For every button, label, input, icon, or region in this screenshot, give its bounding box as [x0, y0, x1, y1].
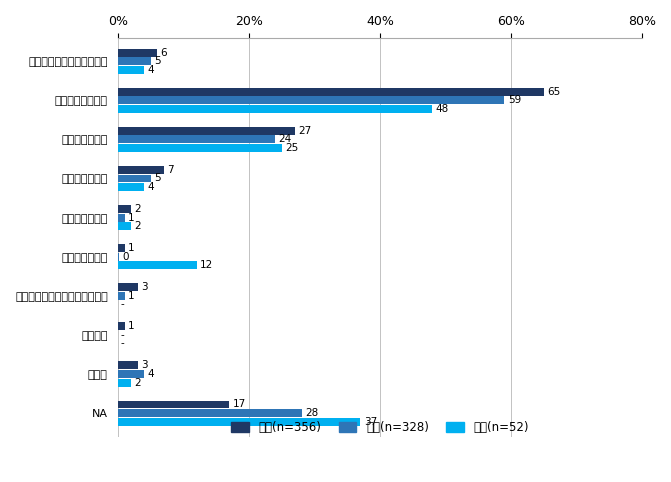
Text: 37: 37 [364, 417, 377, 427]
Bar [118, 222, 132, 230]
Bar [118, 183, 144, 191]
Bar [118, 166, 164, 174]
Bar [118, 401, 229, 408]
Bar [118, 144, 282, 152]
Text: 25: 25 [285, 143, 299, 153]
Text: 1: 1 [128, 291, 135, 301]
Text: 4: 4 [148, 369, 154, 379]
Bar [118, 174, 151, 183]
Text: 24: 24 [278, 134, 292, 145]
Bar [118, 409, 301, 417]
Text: 65: 65 [547, 87, 560, 97]
Text: 5: 5 [154, 174, 161, 184]
Text: 17: 17 [233, 400, 246, 410]
Bar [118, 283, 138, 291]
Text: 12: 12 [200, 260, 213, 270]
Text: 59: 59 [508, 95, 521, 105]
Bar [118, 418, 360, 426]
Text: -: - [120, 330, 124, 340]
Bar [118, 127, 295, 135]
Bar [118, 379, 132, 387]
Text: 1: 1 [128, 243, 135, 253]
Bar [118, 49, 158, 56]
Text: -: - [120, 299, 124, 309]
Text: 3: 3 [141, 282, 148, 292]
Bar [118, 57, 151, 65]
Text: 4: 4 [148, 182, 154, 192]
Bar [118, 88, 544, 95]
Text: 3: 3 [141, 361, 148, 370]
Text: 6: 6 [161, 48, 167, 57]
Text: 48: 48 [435, 104, 449, 114]
Text: 2: 2 [135, 221, 141, 231]
Text: 4: 4 [148, 65, 154, 75]
Text: 27: 27 [298, 126, 311, 136]
Text: 7: 7 [167, 165, 174, 175]
Text: 28: 28 [305, 408, 318, 418]
Bar [118, 253, 119, 261]
Bar [118, 370, 144, 378]
Text: 0: 0 [122, 252, 129, 262]
Text: 2: 2 [135, 377, 141, 388]
Bar [118, 96, 505, 104]
Bar [118, 292, 125, 300]
Bar [118, 244, 125, 252]
Bar [118, 135, 275, 143]
Bar [118, 214, 125, 222]
Text: 5: 5 [154, 56, 161, 66]
Bar [118, 205, 132, 213]
Text: 2: 2 [135, 204, 141, 214]
Text: -: - [120, 338, 124, 348]
Bar [118, 261, 197, 269]
Text: 1: 1 [128, 213, 135, 223]
Bar [118, 322, 125, 330]
Text: 1: 1 [128, 321, 135, 331]
Bar [118, 105, 433, 113]
Legend: 自身(n=356), 家族(n=328), 遺族(n=52): 自身(n=356), 家族(n=328), 遺族(n=52) [226, 416, 534, 439]
Bar [118, 66, 144, 74]
Bar [118, 362, 138, 369]
